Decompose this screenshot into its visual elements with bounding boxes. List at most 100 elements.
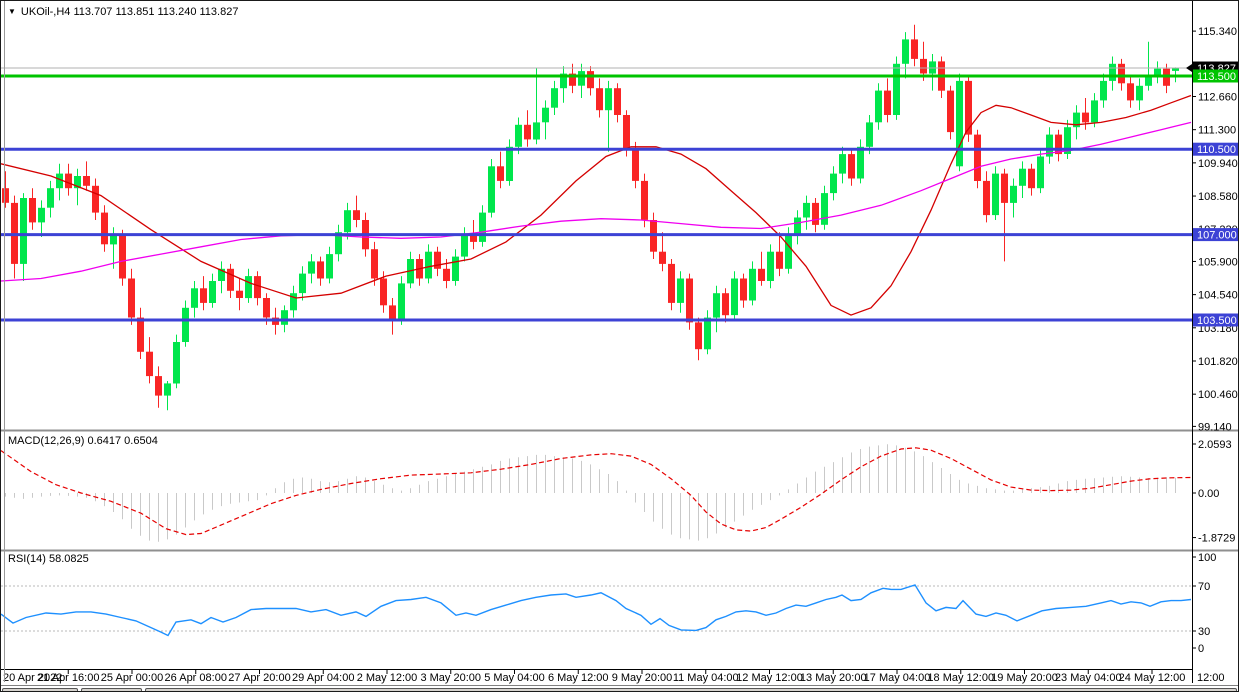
candle-body [587, 71, 594, 89]
time-label: 27 Apr 20:00 [228, 672, 290, 684]
symbol-dropdown-icon[interactable]: ▼ [8, 7, 16, 16]
left-border-line [4, 1, 5, 682]
candle-body [1064, 127, 1071, 154]
candle-body [686, 278, 693, 323]
candle-body [812, 202, 819, 225]
price-tick-label: 100.460 [1198, 389, 1238, 401]
candle-body [1154, 68, 1161, 76]
candle-body [128, 278, 135, 318]
chart-tab[interactable] [81, 688, 142, 691]
level-price-label-bg [1193, 142, 1238, 156]
price-tick-label: 111.300 [1198, 125, 1236, 137]
candle-body [344, 210, 351, 233]
candle-body [461, 234, 468, 257]
candle-body [551, 88, 558, 108]
time-corner-label: 12:00 [1197, 672, 1225, 684]
price-tick-label: 112.660 [1198, 91, 1237, 103]
time-label: 2 May 12:00 [357, 672, 418, 684]
candle-body [56, 173, 63, 189]
candle-body [929, 61, 936, 74]
level-price-label: 113.500 [1197, 71, 1236, 83]
candle-body [200, 288, 207, 303]
level-price-label: 103.500 [1197, 315, 1237, 327]
candle-body [254, 276, 261, 299]
chart-tabs-bar [1, 685, 1238, 691]
candle-body [794, 217, 801, 235]
candle-body [515, 124, 522, 147]
candle-body [1091, 100, 1098, 123]
candle-body [731, 278, 738, 316]
macd-label: MACD(12,26,9) 0.6417 0.6504 [8, 435, 158, 447]
candle-body [956, 80, 963, 167]
candle-body [74, 176, 81, 189]
time-label: 5 May 04:00 [484, 672, 545, 684]
candle-body [722, 293, 729, 316]
time-label: 24 May 12:00 [1119, 672, 1186, 684]
candle-body [470, 234, 477, 242]
candle-body [83, 176, 90, 186]
candle-body [497, 166, 504, 181]
candle-body [65, 173, 72, 189]
macd-tick-label: -1.8729 [1198, 533, 1235, 545]
candle-body [749, 268, 756, 301]
chart-title: ▼ UKOil-,H4 113.707 113.851 113.240 113.… [8, 6, 238, 18]
candle-body [785, 234, 792, 269]
candle-body [173, 342, 180, 384]
candle-body [893, 63, 900, 115]
candle-body [803, 202, 810, 218]
candle-body [623, 115, 630, 150]
candle-body [245, 276, 252, 299]
candle-body [857, 146, 864, 179]
rsi-tick-label: 30 [1198, 626, 1210, 638]
price-tick-label: 115.340 [1198, 26, 1237, 38]
candle-body [983, 180, 990, 216]
candle-body [479, 212, 486, 242]
candle-body [1145, 76, 1152, 86]
time-label: 12 May 12:00 [736, 672, 803, 684]
level-price-label: 110.500 [1197, 144, 1236, 156]
candle-body [488, 166, 495, 213]
candle-body [281, 310, 288, 325]
candle-body [155, 376, 162, 396]
candle-body [326, 254, 333, 279]
level-price-label-bg [1193, 69, 1238, 83]
level-price-label-bg [1193, 313, 1238, 327]
rsi-line [1, 584, 1192, 637]
level-price-label-bg [1193, 228, 1238, 242]
candle-body [119, 234, 126, 279]
candle-body [353, 210, 360, 220]
macd-histogram [5, 444, 1176, 542]
time-label: 9 May 20:00 [612, 672, 673, 684]
candle-body [641, 180, 648, 220]
candle-body [47, 188, 54, 208]
chart-tab[interactable] [145, 688, 1237, 691]
chart-tab[interactable] [2, 688, 78, 691]
candle-body [317, 261, 324, 279]
candle-body [668, 263, 675, 303]
candle-body [191, 288, 198, 308]
ma-fast-line [1, 94, 1192, 316]
candle-body [992, 173, 999, 216]
candle-body [1028, 168, 1035, 189]
candle-body [947, 90, 954, 133]
candle-body [902, 39, 909, 64]
price-tick-label: 104.540 [1198, 290, 1238, 302]
candle-body [974, 134, 981, 181]
price-tick-label: 109.940 [1198, 158, 1238, 170]
time-label: 3 May 20:00 [420, 672, 481, 684]
candle-body [110, 234, 117, 245]
candle-body [425, 251, 432, 279]
candle-body [1037, 156, 1044, 189]
candle-body [569, 73, 576, 86]
candle-body [1118, 63, 1125, 84]
candle-body [830, 173, 837, 194]
candle-body [776, 251, 783, 269]
candle-body [713, 293, 720, 318]
level-price-label: 107.000 [1197, 230, 1237, 242]
candle-body [578, 71, 585, 86]
candle-body [740, 278, 747, 301]
candle-body [299, 273, 306, 294]
candle-body [1127, 83, 1134, 101]
